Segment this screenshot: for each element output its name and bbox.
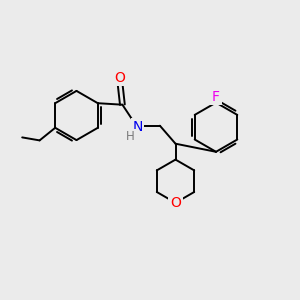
Text: H: H — [126, 130, 135, 143]
Text: N: N — [132, 120, 142, 134]
Text: F: F — [212, 90, 220, 104]
Text: O: O — [115, 71, 125, 85]
Text: O: O — [170, 196, 181, 210]
